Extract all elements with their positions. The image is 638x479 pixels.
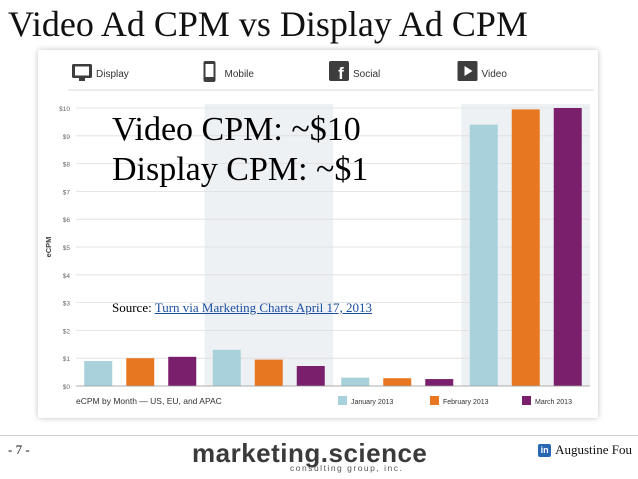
bar [425, 379, 454, 386]
y-tick-label: $5 [63, 245, 71, 252]
category-label: Social [353, 69, 380, 80]
brand-tagline: consulting group, inc. [290, 463, 404, 473]
bar [553, 108, 582, 386]
y-tick-label: $9 [63, 134, 71, 141]
facebook-icon [329, 61, 349, 81]
slide-title: Video Ad CPM vs Display Ad CPM [8, 4, 528, 44]
category-label: Display [96, 69, 129, 80]
brand-logo: marketing.science [192, 438, 428, 468]
author-credit: in Augustine Fou [538, 442, 632, 458]
y-tick-label: $0 [63, 384, 71, 391]
y-tick-label: $6 [63, 217, 71, 224]
ecpm-bar-chart: $0 $1 $2 $3 $4 $5 $6 $7 $8 $9 $10 eCPM Display Mobile… [44, 61, 594, 406]
legend-swatch [430, 396, 439, 405]
chart-frame: $0 $1 $2 $3 $4 $5 $6 $7 $8 $9 $10 eCPM Display Mobile… [38, 50, 598, 418]
y-tick-label: $7 [63, 189, 71, 196]
bar [84, 360, 113, 386]
y-axis-label: eCPM [44, 237, 53, 258]
bar [212, 349, 241, 386]
legend-entry: March 2013 [535, 399, 572, 406]
monitor-icon [79, 78, 85, 81]
bar [511, 109, 540, 386]
category-label: Video [482, 69, 508, 80]
film-icon [464, 66, 473, 76]
category-label: Mobile [225, 69, 255, 80]
chart-caption: eCPM by Month — US, EU, and APAC [76, 396, 222, 406]
y-tick-label: $1 [63, 356, 71, 363]
y-tick-label: $8 [63, 162, 71, 169]
video-cpm-callout: Video CPM: ~$10 [112, 111, 361, 148]
bar [296, 365, 325, 386]
legend-entry: February 2013 [443, 399, 489, 406]
footer-divider [0, 435, 638, 436]
page-number: - 7 - [8, 442, 30, 457]
bar [254, 359, 283, 386]
source-line: Source: Turn via Marketing Charts April … [112, 300, 372, 316]
legend-entry: January 2013 [351, 399, 394, 406]
y-tick-label: $3 [63, 301, 71, 308]
legend-swatch [338, 396, 347, 405]
source-link[interactable]: Turn via Marketing Charts April 17, 2013 [154, 300, 372, 315]
y-tick-label: $10 [59, 106, 70, 113]
linkedin-icon[interactable]: in [538, 443, 552, 457]
legend-swatch [522, 396, 531, 405]
column-band [204, 104, 333, 386]
bar [168, 356, 197, 386]
bar [341, 377, 370, 386]
monitor-icon [75, 66, 89, 76]
phone-icon [205, 64, 214, 77]
bar [126, 358, 155, 386]
y-tick-label: $4 [63, 273, 71, 280]
author-name: Augustine Fou [555, 442, 632, 457]
y-tick-label: $2 [63, 328, 71, 335]
bar [469, 124, 498, 387]
facebook-icon: f [338, 64, 344, 83]
bar [383, 378, 412, 386]
display-cpm-callout: Display CPM: ~$1 [112, 151, 369, 188]
source-label: Source: [112, 300, 152, 315]
